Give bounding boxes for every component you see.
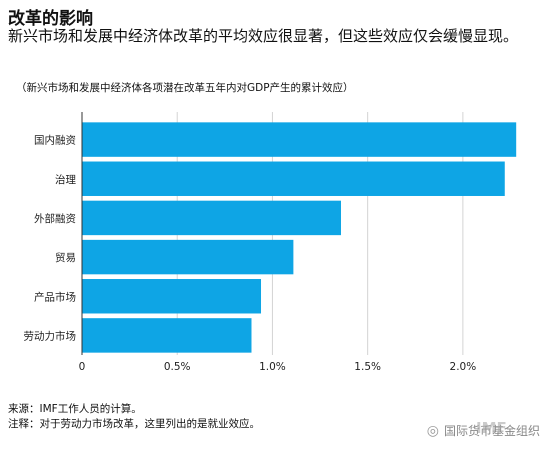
bar — [82, 279, 262, 314]
bar — [82, 239, 294, 275]
imf-logo-text: IMF — [476, 419, 507, 436]
x-tick-label: 0 — [79, 361, 86, 373]
footnote: 注释：对于劳动力市场改革，这里列出的是就业效应。 — [8, 418, 260, 430]
category-label: 国内融资 — [34, 134, 76, 147]
source-note: 来源：IMF工作人员的计算。 — [8, 403, 142, 415]
category-label: 产品市场 — [34, 290, 76, 303]
category-label: 劳动力市场 — [24, 329, 77, 342]
chart-subtitle: 新兴市场和发展中经济体改革的平均效应很显著，但这些效应仅会缓慢显现。 — [8, 27, 519, 45]
imf-logo: IMF — [476, 419, 507, 436]
chart-note: （新兴市场和发展中经济体各项潜在改革五年内对GDP产生的累计效应） — [16, 82, 354, 94]
category-label: 外部融资 — [34, 212, 76, 225]
x-tick-label: 1.0% — [259, 361, 286, 373]
bar — [82, 200, 341, 236]
x-tick-label: 2.0% — [450, 361, 477, 373]
category-label: 贸易 — [55, 252, 76, 264]
watermark-text: 国际货币基金组织 — [443, 424, 540, 438]
watermark: ◎ 国际货币基金组织 — [427, 422, 540, 439]
category-label: 治理 — [55, 173, 76, 186]
x-tick-label: 1.5% — [354, 361, 381, 373]
wechat-icon: ◎ — [426, 422, 439, 439]
bar — [82, 318, 252, 353]
bar — [82, 122, 517, 157]
bar — [82, 161, 505, 196]
chart-title: 改革的影响 — [8, 9, 93, 29]
x-tick-label: 0.5% — [164, 361, 191, 373]
